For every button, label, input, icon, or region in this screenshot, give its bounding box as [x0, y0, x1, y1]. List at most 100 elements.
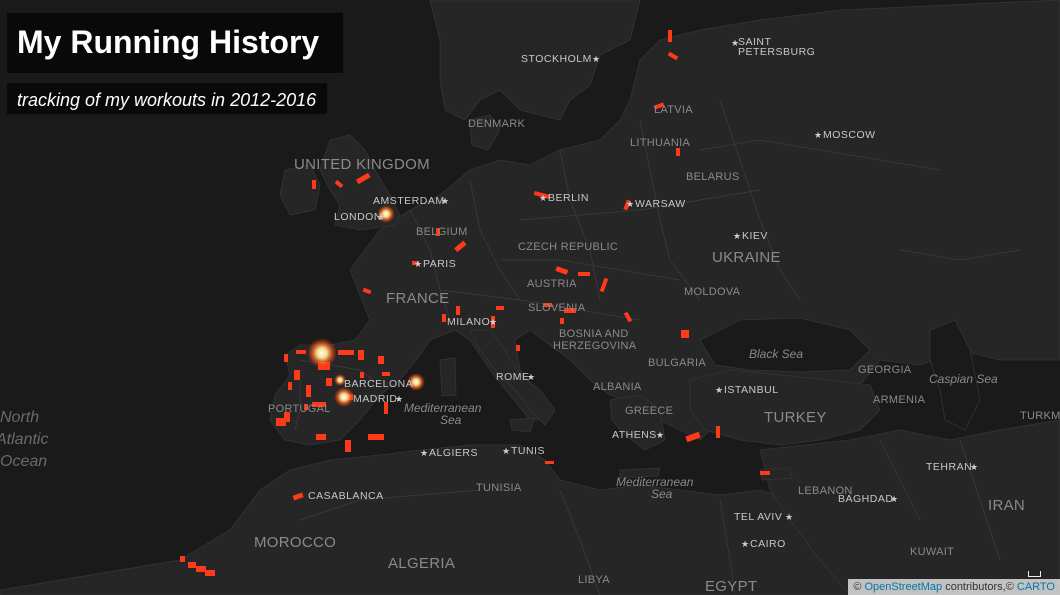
track	[442, 314, 446, 322]
track	[296, 350, 306, 354]
hotspot	[377, 205, 395, 223]
hotspot	[407, 373, 425, 391]
country-uk: UNITED KINGDOM	[294, 156, 430, 173]
track	[326, 378, 332, 386]
svg-text:★: ★	[626, 199, 634, 209]
track	[284, 412, 290, 422]
page-subtitle: tracking of my workouts in 2012-2016	[17, 90, 317, 110]
svg-text:★: ★	[502, 446, 510, 456]
svg-text:★: ★	[395, 394, 403, 404]
track	[284, 354, 288, 362]
country-belgium: BELGIUM	[416, 226, 468, 238]
track	[436, 228, 440, 236]
black-sea	[699, 317, 871, 373]
track	[560, 318, 564, 324]
track	[454, 240, 467, 253]
track	[355, 172, 371, 185]
sea-med-east-2: Sea	[651, 487, 673, 501]
track	[516, 345, 520, 351]
city-baghdad: BAGHDAD	[838, 493, 893, 505]
country-turkm: TURKM	[1020, 410, 1060, 422]
svg-text:★: ★	[741, 539, 749, 549]
subtitle-box: tracking of my workouts in 2012-2016	[7, 83, 327, 114]
track	[306, 385, 311, 397]
svg-text:★: ★	[715, 385, 723, 395]
city-athens: ATHENS	[612, 429, 657, 441]
ocean-atlantic: Atlantic	[0, 431, 48, 448]
track	[196, 566, 206, 572]
track	[384, 402, 388, 414]
city-cairo: CAIRO	[750, 538, 786, 550]
city-tel-aviv: TEL AVIV	[734, 511, 782, 523]
svg-text:★: ★	[785, 512, 793, 522]
borders	[294, 99, 1021, 595]
country-turkey: TURKEY	[764, 409, 827, 426]
svg-text:★: ★	[733, 231, 741, 241]
country-bosnia-1: BOSNIA AND	[559, 328, 629, 340]
city-casablanca: CASABLANCA	[308, 490, 384, 502]
carto-link[interactable]: CARTO	[1016, 581, 1055, 593]
country-armenia: ARMENIA	[873, 394, 926, 406]
osm-link[interactable]: OpenStreetMap	[864, 581, 943, 593]
city-milano: MILANO	[447, 316, 490, 328]
svg-text:★: ★	[377, 212, 385, 222]
country-france: FRANCE	[386, 290, 449, 307]
title-panel: My Running History tracking of my workou…	[7, 13, 343, 114]
country-georgia: GEORGIA	[858, 364, 912, 376]
track	[338, 350, 354, 355]
country-tunisia: TUNISIA	[476, 482, 522, 494]
scale-bar	[1028, 571, 1041, 577]
city-markers: ★ ★ ★ ★ ★ ★ ★ ★ ★ ★ ★ ★ ★ ★ ★ ★ ★ ★ ★ ★	[377, 38, 978, 549]
track	[378, 356, 384, 364]
country-moldova: MOLDOVA	[684, 286, 741, 298]
city-tunis: TUNIS	[511, 445, 545, 457]
country-bulgaria: BULGARIA	[648, 357, 706, 369]
track	[668, 30, 672, 42]
city-madrid: MADRID	[353, 393, 397, 405]
track	[496, 306, 504, 310]
city-moscow: MOSCOW	[823, 129, 876, 141]
country-belarus: BELARUS	[686, 171, 739, 183]
sea-caspian: Caspian Sea	[929, 372, 998, 386]
country-austria: AUSTRIA	[527, 278, 577, 290]
city-saint: SAINT	[738, 36, 772, 48]
track	[543, 303, 552, 307]
map-labels: SAINT PETERSBURG STOCKHOLM MOSCOW AMSTER…	[0, 36, 1060, 595]
svg-text:★: ★	[527, 372, 535, 382]
country-greece: GREECE	[625, 405, 673, 417]
hotspot	[307, 338, 337, 368]
sea-black: Black Sea	[749, 347, 803, 361]
sea-med-west-2: Sea	[440, 413, 462, 427]
track	[288, 382, 292, 390]
track	[578, 272, 590, 276]
city-london: LONDON	[334, 211, 382, 223]
svg-text:★: ★	[414, 259, 422, 269]
sea-med-east-1: Mediterranean	[616, 475, 694, 489]
track	[312, 402, 326, 407]
country-bosnia-2: HERZEGOVINA	[553, 340, 637, 352]
country-labels: DENMARK LATVIA LITHUANIA UNITED KINGDOM …	[254, 104, 1060, 595]
hotspot	[334, 387, 354, 407]
track	[653, 102, 665, 110]
track	[292, 492, 304, 501]
track	[316, 434, 326, 440]
country-ukraine: UKRAINE	[712, 249, 781, 266]
svg-text:★: ★	[970, 462, 978, 472]
city-rome: ROME	[496, 371, 530, 383]
track	[362, 287, 372, 295]
svg-text:★: ★	[814, 130, 822, 140]
track	[345, 440, 351, 452]
track	[368, 434, 384, 440]
ocean-labels: North Atlantic Ocean	[0, 409, 48, 470]
page-title: My Running History	[17, 24, 320, 60]
track	[599, 277, 609, 293]
track	[667, 51, 679, 61]
track	[555, 266, 569, 275]
track	[685, 431, 701, 443]
country-morocco: MOROCCO	[254, 534, 336, 551]
track	[564, 308, 576, 313]
track	[294, 370, 300, 380]
track	[533, 190, 551, 200]
